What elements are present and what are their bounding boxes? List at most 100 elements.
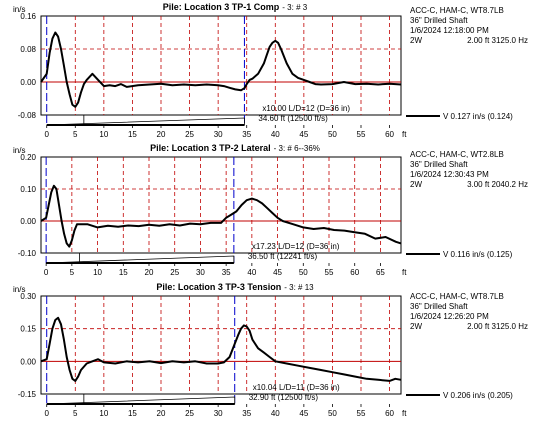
y-tick-label: 0.20	[20, 153, 36, 162]
scale-label: x10.04 L/D=11 (D=36 in)	[253, 383, 340, 392]
info-panel-1: ACC-C, HAM-C, WT8.7LB 36" Drilled Shaft …	[410, 6, 528, 46]
info-equipment: ACC-C, HAM-C, WT8.7LB	[410, 6, 504, 15]
chart-panel-2: 0.20 0.10 0.00 -0.10 0 5 10 15 20 25 30 35 40 45 50 55 6…	[13, 143, 513, 277]
x-tick-label: 35	[242, 130, 251, 139]
chart-title: Pile: Location 3 TP-3 Tension - 3: # 13	[156, 282, 314, 292]
velocity-series-line	[40, 31, 402, 108]
x-tick-label: 15	[128, 409, 137, 418]
info-equipment: ACC-C, HAM-C, WT8.7LB	[410, 292, 504, 301]
depth-wedge	[46, 396, 236, 405]
x-axis-unit: ft	[402, 268, 407, 277]
x-tick-label: 55	[325, 268, 334, 277]
x-tick-label: 60	[385, 130, 394, 139]
chart-panel-3: 0.30 0.15 0.00 -0.15 0 5 10 15 20 25 30 35 40 45 50 55 6…	[13, 282, 513, 418]
length-label: 34.60 ft (12500 ft/s)	[258, 114, 328, 123]
y-axis-unit: in/s	[13, 5, 25, 14]
chart-title: Pile: Location 3 TP-1 Comp - 3: # 3	[163, 2, 308, 12]
x-tick-label: 0	[44, 130, 49, 139]
x-tick-label: 20	[157, 130, 166, 139]
x-axis-unit: ft	[402, 130, 407, 139]
x-tick-label: 35	[222, 268, 231, 277]
x-tick-label: 10	[99, 130, 108, 139]
blow-number: - 3: # 13	[284, 283, 314, 292]
depth-wedge	[46, 117, 245, 126]
y-tick-label: 0.00	[20, 217, 36, 226]
y-tick-label: 0.30	[20, 292, 36, 301]
y-tick-label: -0.08	[18, 111, 37, 120]
x-tick-label: 65	[376, 268, 385, 277]
scale-label: x10.00 L/D=12 (D=36 in)	[262, 104, 350, 113]
x-tick-label: 25	[185, 130, 194, 139]
velocity-readout: V 0.206 in/s (0.205)	[443, 391, 513, 400]
x-tick-label: 30	[214, 409, 223, 418]
x-tick-label: 15	[119, 268, 128, 277]
info-equipment: ACC-C, HAM-C, WT2.8LB	[410, 150, 504, 159]
info-mode: 2W	[410, 36, 422, 45]
x-tick-label: 20	[145, 268, 154, 277]
chart-title-text: Pile: Location 3 TP-3 Tension	[156, 282, 281, 292]
x-tick-label: 40	[247, 268, 256, 277]
chart-panel-1: 0.16 0.08 0.00 -0.08 0 5 10 15 20 25 30 35 40 45 50 55 6…	[13, 2, 513, 139]
info-panel-3: ACC-C, HAM-C, WT8.7LB 36" Drilled Shaft …	[410, 292, 528, 332]
y-tick-label: -0.10	[18, 249, 37, 258]
info-pile-type: 36" Drilled Shaft	[410, 16, 468, 25]
chart-title-text: Pile: Location 3 TP-2 Lateral	[150, 143, 271, 153]
chart-title-text: Pile: Location 3 TP-1 Comp	[163, 2, 280, 12]
y-tick-label: -0.15	[18, 390, 37, 399]
plot-frame	[40, 15, 402, 116]
x-tick-label: 50	[328, 130, 337, 139]
plot-frame	[40, 156, 402, 254]
y-axis-unit: in/s	[13, 146, 25, 155]
x-tick-label: 45	[273, 268, 282, 277]
x-tick-label: 25	[170, 268, 179, 277]
x-tick-label: 60	[350, 268, 359, 277]
info-sampling: 2.00 ft 3125.0 Hz	[467, 322, 528, 331]
length-label: 36.50 ft (12241 ft/s)	[248, 252, 318, 261]
x-tick-label: 55	[357, 409, 366, 418]
x-tick-label: 0	[44, 268, 49, 277]
x-tick-label: 10	[99, 409, 108, 418]
y-tick-label: 0.16	[20, 12, 36, 21]
velocity-series-line	[40, 184, 402, 248]
info-mode: 2W	[410, 322, 422, 331]
info-timestamp: 1/6/2024 12:26:20 PM	[410, 312, 489, 321]
length-label: 32.90 ft (12500 ft/s)	[249, 393, 319, 402]
x-tick-label: 20	[157, 409, 166, 418]
y-tick-label: 0.00	[20, 357, 36, 366]
y-tick-label: 0.00	[20, 78, 36, 87]
x-tick-label: 30	[214, 130, 223, 139]
y-axis-unit: in/s	[13, 285, 25, 294]
x-tick-label: 45	[299, 130, 308, 139]
x-tick-label: 55	[357, 130, 366, 139]
x-tick-label: 50	[328, 409, 337, 418]
x-tick-label: 5	[73, 409, 78, 418]
info-sampling: 2.00 ft 3125.0 Hz	[467, 36, 528, 45]
plot-frame	[40, 295, 402, 395]
x-tick-label: 35	[242, 409, 251, 418]
velocity-series-line	[40, 316, 402, 382]
info-pile-type: 36" Drilled Shaft	[410, 160, 468, 169]
x-tick-label: 5	[73, 130, 78, 139]
x-tick-label: 40	[271, 409, 280, 418]
velocity-readout: V 0.127 in/s (0.124)	[443, 112, 513, 121]
y-tick-label: 0.10	[20, 185, 36, 194]
depth-wedge	[46, 255, 235, 264]
x-tick-label: 5	[70, 268, 75, 277]
y-tick-label: 0.08	[20, 45, 36, 54]
scale-label: x17.23 L/D=12 (D=36 in)	[252, 242, 340, 251]
chart-title: Pile: Location 3 TP-2 Lateral - 3: # 6--3…	[150, 143, 320, 153]
x-tick-label: 50	[299, 268, 308, 277]
info-sampling: 3.00 ft 2040.2 Hz	[467, 180, 528, 189]
blow-number: - 3: # 6--36%	[274, 144, 320, 153]
x-tick-label: 10	[93, 268, 102, 277]
x-tick-label: 45	[299, 409, 308, 418]
blow-number: - 3: # 3	[282, 3, 307, 12]
x-tick-label: 0	[44, 409, 49, 418]
x-tick-label: 40	[271, 130, 280, 139]
x-tick-label: 25	[185, 409, 194, 418]
info-timestamp: 1/6/2024 12:18:00 PM	[410, 26, 489, 35]
x-tick-label: 15	[128, 130, 137, 139]
y-tick-label: 0.15	[20, 325, 36, 334]
info-pile-type: 36" Drilled Shaft	[410, 302, 468, 311]
